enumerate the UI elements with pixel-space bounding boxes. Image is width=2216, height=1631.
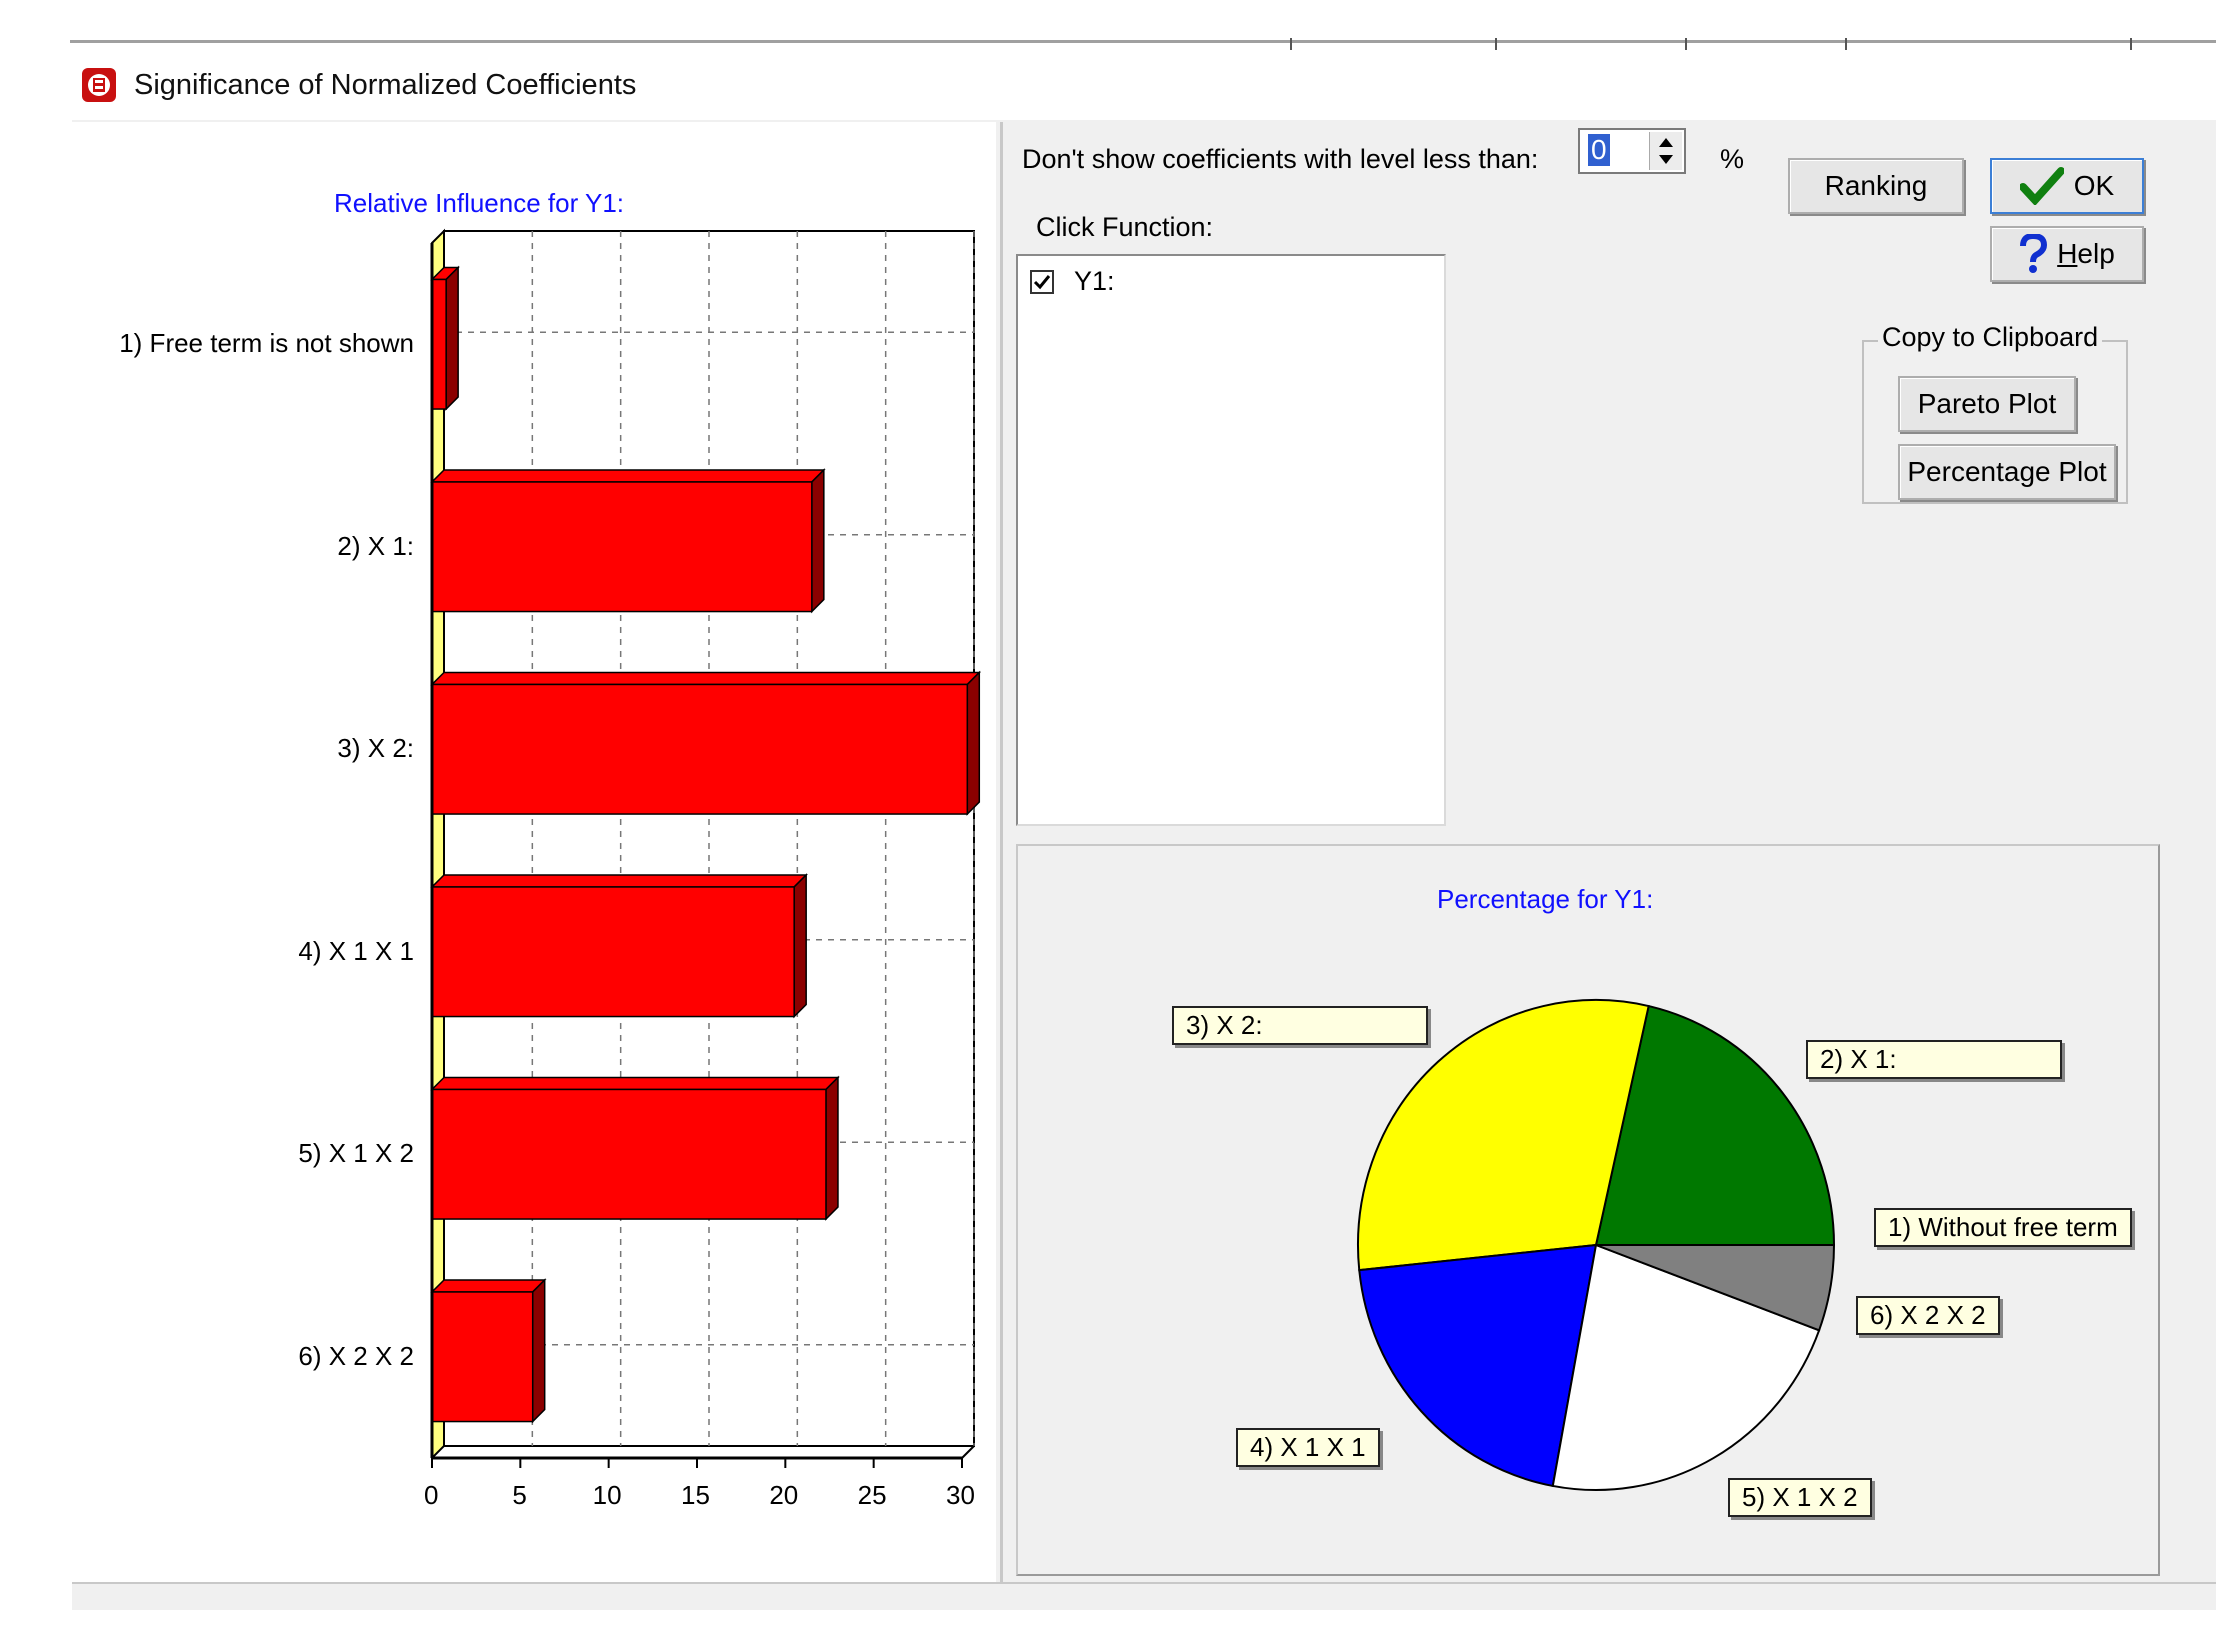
x-tick-label: 15 — [681, 1480, 710, 1510]
x-tick-label: 5 — [512, 1480, 527, 1510]
function-item-label[interactable]: Y1: — [1074, 266, 1115, 296]
list-item[interactable]: Y1: — [1018, 256, 1444, 306]
x-tick-label: 20 — [769, 1480, 799, 1510]
window-top-edge — [70, 40, 2216, 43]
pareto-plot-button-label: Pareto Plot — [1917, 388, 2057, 419]
bar-category-label: 4) X 1 X 1 — [298, 935, 414, 966]
bar-side — [445, 265, 459, 411]
ranking-button[interactable]: Ranking — [1788, 158, 1964, 214]
pie-slice-label: 5) X 1 X 2 — [1728, 1478, 1872, 1517]
bar-front — [431, 683, 969, 815]
bar-front — [431, 278, 447, 410]
bar-side — [793, 873, 807, 1019]
x-axis-depth — [961, 1445, 975, 1459]
x-tick-label: 0 — [424, 1480, 439, 1510]
pie-slice-label: 4) X 1 X 1 — [1236, 1428, 1380, 1467]
pie-chart — [1357, 999, 1836, 1491]
bar — [430, 1075, 840, 1221]
ok-button-label: OK — [2073, 170, 2115, 201]
x-tick-label: 25 — [857, 1480, 887, 1510]
pie-slice — [1594, 1004, 1836, 1246]
threshold-spinner[interactable]: 0 — [1578, 128, 1686, 174]
pie-slice — [1357, 999, 1650, 1272]
help-button[interactable]: Help — [1990, 226, 2144, 282]
pie-slice — [1595, 1244, 1836, 1332]
ranking-button-label: Ranking — [1824, 170, 1928, 201]
bar-category-label: 2) X 1: — [337, 530, 414, 561]
click-function-label: Click Function: — [1036, 212, 1214, 242]
checkmark-icon — [2019, 167, 2064, 205]
spinner-up-icon[interactable] — [1659, 138, 1673, 147]
pie-slice-label: 3) X 2: — [1172, 1006, 1428, 1045]
bar-side — [966, 670, 981, 816]
help-question-icon — [2020, 234, 2048, 273]
bar-side — [825, 1075, 839, 1221]
bar-top — [430, 1076, 840, 1091]
bar-front — [431, 886, 795, 1018]
bar-front — [431, 481, 813, 613]
pie-slice — [1358, 1243, 1598, 1488]
copy-to-clipboard-label: Copy to Clipboard — [1878, 322, 2103, 353]
bar-chart-axes — [430, 243, 975, 1468]
checkmark-icon — [1033, 275, 1051, 290]
bar-side — [531, 1278, 546, 1424]
bar-top — [430, 874, 808, 888]
bar-category-label: 5) X 1 X 2 — [298, 1138, 414, 1169]
bar — [430, 1278, 547, 1424]
ok-button[interactable]: OK — [1990, 158, 2144, 214]
pie-chart-slices — [1357, 999, 1836, 1491]
pareto-plot-button[interactable]: Pareto Plot — [1898, 376, 2076, 432]
bar-side — [811, 468, 825, 614]
percentage-plot-button-label: Percentage Plot — [1907, 456, 2107, 487]
spinner-down-icon[interactable] — [1659, 155, 1673, 164]
bar-chart — [430, 228, 982, 1468]
x-tick-label: 30 — [946, 1480, 975, 1510]
bar — [430, 265, 460, 411]
bar-front — [431, 1088, 827, 1220]
function-listbox[interactable]: Y1: — [1016, 254, 1446, 826]
plot-side-wall — [431, 228, 445, 1461]
bar-chart-grid — [431, 228, 975, 1461]
pie-slice-label: 2) X 1: — [1806, 1040, 2062, 1079]
bar-chart-title: Relative Influence for Y1: — [334, 188, 625, 218]
bar — [430, 468, 826, 614]
title-bar: Significance of Normalized Coefficients — [80, 60, 636, 110]
pie-slice-label: 6) X 2 X 2 — [1856, 1296, 2000, 1335]
function-checkbox[interactable] — [1030, 270, 1054, 294]
help-button-label: Help — [2057, 238, 2115, 269]
bar-category-label: 6) X 2 X 2 — [298, 1340, 414, 1371]
window-title: Significance of Normalized Coefficients — [134, 68, 637, 101]
pie-slice — [1551, 1243, 1821, 1491]
spinner-arrows[interactable] — [1649, 132, 1682, 170]
bar — [430, 670, 982, 816]
threshold-unit: % — [1720, 144, 1745, 174]
pie-slice-label: 1) Without free term — [1874, 1208, 2132, 1247]
bar-chart-bars — [430, 265, 982, 1424]
bar-front — [431, 1291, 534, 1423]
copy-to-clipboard-group: Copy to Clipboard — [1862, 322, 2128, 504]
threshold-label: Don't show coefficients with level less … — [1022, 144, 1539, 174]
bar-category-label: 3) X 2: — [337, 733, 414, 764]
percentage-plot-button[interactable]: Percentage Plot — [1898, 444, 2116, 500]
bar — [430, 873, 808, 1019]
app-icon — [82, 68, 116, 102]
bar-top — [430, 671, 982, 686]
threshold-value[interactable]: 0 — [1588, 134, 1610, 166]
panel-divider[interactable] — [1000, 122, 1003, 1584]
status-strip — [72, 1582, 2216, 1610]
pie-chart-panel — [1016, 844, 2160, 1576]
x-tick-label: 10 — [592, 1480, 622, 1510]
bar-category-label: 1) Free term is not shown — [119, 328, 414, 359]
bar-top — [430, 469, 826, 483]
pie-chart-title: Percentage for Y1: — [1437, 884, 1654, 914]
bar-top — [430, 1279, 547, 1293]
